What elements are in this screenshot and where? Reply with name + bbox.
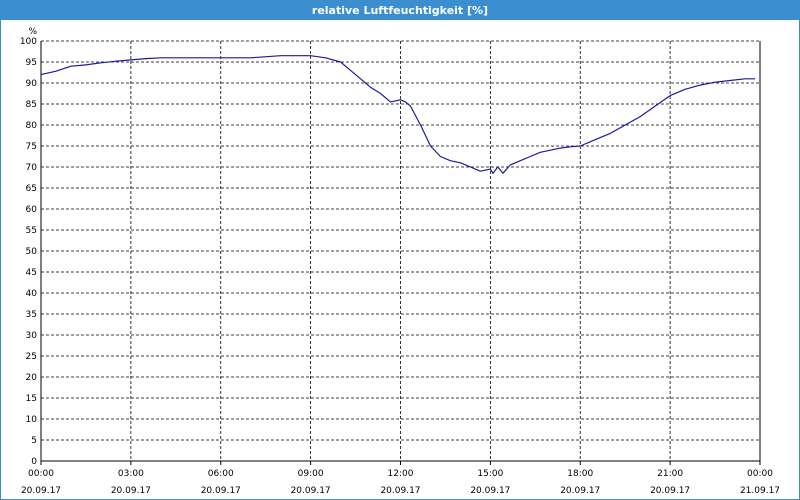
y-tick-label: 5 xyxy=(31,436,37,446)
y-tick-label: 80 xyxy=(26,121,38,131)
x-tick-time: 15:00 xyxy=(477,469,503,479)
x-tick-time: 21:00 xyxy=(657,469,683,479)
x-tick-date: 20.09.17 xyxy=(650,486,690,496)
x-tick-date: 20.09.17 xyxy=(111,486,151,496)
x-tick-time: 00:00 xyxy=(28,469,54,479)
y-tick-label: 100 xyxy=(20,37,37,47)
y-tick-label: 15 xyxy=(26,394,37,404)
x-tick-date: 21.09.17 xyxy=(740,486,780,496)
y-tick-label: 40 xyxy=(26,289,38,299)
x-tick-date: 20.09.17 xyxy=(380,486,420,496)
x-tick-time: 03:00 xyxy=(118,469,144,479)
x-tick-time: 09:00 xyxy=(298,469,324,479)
y-tick-label: 35 xyxy=(26,310,37,320)
y-tick-label: 20 xyxy=(26,373,38,383)
y-tick-label: 60 xyxy=(26,205,38,215)
y-tick-label: 65 xyxy=(26,184,37,194)
x-tick-date: 20.09.17 xyxy=(291,486,331,496)
y-tick-label: 85 xyxy=(26,100,37,110)
x-tick-date: 20.09.17 xyxy=(560,486,600,496)
y-tick-label: 0 xyxy=(31,457,37,467)
y-tick-label: 45 xyxy=(26,268,37,278)
x-tick-time: 18:00 xyxy=(567,469,593,479)
y-tick-label: 75 xyxy=(26,142,37,152)
x-tick-time: 06:00 xyxy=(208,469,234,479)
y-tick-label: 90 xyxy=(26,79,38,89)
x-tick-time: 00:00 xyxy=(747,469,773,479)
x-tick-time: 12:00 xyxy=(388,469,414,479)
y-tick-label: 70 xyxy=(26,163,38,173)
x-tick-date: 20.09.17 xyxy=(21,486,61,496)
window-title: relative Luftfeuchtigkeit [%] xyxy=(1,1,799,20)
y-tick-label: 55 xyxy=(26,226,37,236)
y-tick-label: 10 xyxy=(26,415,38,425)
y-tick-label: 95 xyxy=(26,58,37,68)
y-tick-label: 30 xyxy=(26,331,38,341)
x-tick-date: 20.09.17 xyxy=(470,486,510,496)
y-tick-label: 50 xyxy=(26,247,38,257)
x-tick-date: 20.09.17 xyxy=(201,486,241,496)
y-tick-label: 25 xyxy=(26,352,37,362)
y-axis-label: % xyxy=(28,27,37,37)
series-line xyxy=(40,55,755,174)
